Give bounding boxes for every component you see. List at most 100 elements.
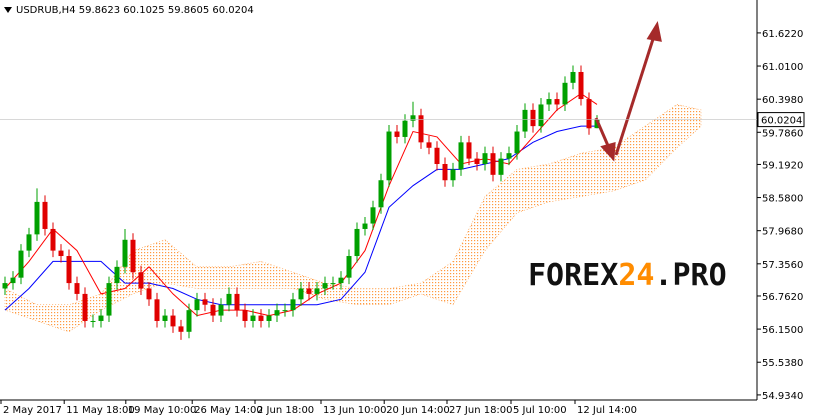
candle-body	[42, 201, 48, 229]
y-tick-label: 55.5380	[762, 358, 803, 369]
y-tick-label: 57.9680	[762, 227, 803, 238]
candle-body	[18, 250, 24, 278]
candle-body	[386, 131, 392, 181]
candle-body	[186, 310, 192, 332]
candle-body	[482, 153, 488, 165]
candle-body	[298, 288, 304, 300]
kijun-line	[4, 125, 597, 311]
y-tick-label: 61.6220	[762, 29, 803, 40]
y-tick-label: 56.1500	[762, 325, 803, 336]
candle-body	[394, 131, 400, 137]
candle-body	[370, 207, 376, 224]
candle-body	[50, 228, 56, 251]
arrow-head	[600, 141, 616, 162]
watermark: FOREX24.PRO	[528, 258, 727, 293]
y-tick-label: 59.7860	[762, 128, 803, 139]
arrow-down	[594, 117, 611, 149]
x-tick-label: 2 May 2017	[3, 405, 62, 416]
candle-body	[58, 250, 64, 257]
x-tick-label: 11 May 18:00	[66, 405, 135, 416]
candle-body	[458, 142, 464, 170]
candle-body	[530, 109, 536, 127]
candle-body	[338, 277, 344, 284]
x-tick-label: 20 Jun 14:00	[386, 405, 450, 416]
x-tick-label: 2 Jun 18:00	[257, 405, 314, 416]
y-tick-label: 59.1920	[762, 160, 803, 171]
candle-body	[362, 223, 368, 229]
candle-body	[354, 228, 360, 257]
candle-body	[474, 158, 480, 165]
candle-body	[586, 99, 592, 129]
candle-body	[34, 201, 40, 235]
y-tick-label: 58.5800	[762, 194, 803, 205]
candle-body	[194, 299, 200, 311]
candle-body	[106, 283, 112, 316]
candle-body	[114, 266, 120, 284]
candle-body	[234, 293, 240, 311]
candle-body	[426, 142, 432, 148]
candle-body	[506, 153, 512, 159]
candle-body	[226, 293, 232, 305]
candle-body	[258, 315, 264, 321]
candle-body	[66, 256, 72, 284]
candle-body	[146, 288, 152, 300]
candle-body	[210, 304, 216, 316]
candle-body	[266, 315, 272, 321]
candle-body	[242, 310, 248, 321]
candle-body	[290, 299, 296, 311]
candle-body	[498, 158, 504, 175]
x-tick-label: 27 Jun 18:00	[449, 405, 513, 416]
candle-body	[314, 288, 320, 294]
forecast-arrows	[594, 20, 662, 162]
candle-body	[74, 283, 80, 294]
candle-body	[154, 299, 160, 321]
candle-body	[138, 272, 144, 289]
candle-body	[170, 315, 176, 327]
x-tick-label: 13 Jun 10:00	[323, 405, 387, 416]
candle-body	[514, 131, 520, 154]
candle-body	[578, 71, 584, 100]
candle-body	[322, 283, 328, 289]
candle-body	[218, 304, 224, 316]
candle-body	[26, 234, 32, 251]
y-tick-label: 54.9340	[762, 391, 803, 402]
candle-body	[434, 147, 440, 165]
candle-body	[554, 99, 560, 105]
arrow-head	[646, 20, 662, 42]
ichimoku-cloud	[4, 104, 702, 333]
candle-body	[98, 315, 104, 321]
x-tick-label: 12 Jul 14:00	[577, 405, 637, 416]
candle-body	[378, 180, 384, 208]
current-price-box	[757, 112, 805, 128]
y-tick-label: 56.7620	[762, 292, 803, 303]
candle-body	[82, 293, 88, 321]
candle-body	[2, 283, 8, 289]
candle-body	[10, 277, 16, 284]
current-price-label: 60.0204	[761, 116, 802, 127]
candle-body	[418, 115, 424, 143]
x-tick-label: 5 Jul 10:00	[513, 405, 567, 416]
candle-body	[450, 169, 456, 181]
candle-body	[538, 104, 544, 127]
candle-body	[570, 71, 576, 83]
candle-body	[490, 153, 496, 175]
candle-body	[122, 239, 128, 267]
candle-body	[130, 239, 136, 273]
header-icon	[4, 7, 12, 13]
candle-body	[442, 164, 448, 181]
arrow-up	[614, 35, 656, 156]
candle-body	[274, 310, 280, 316]
y-tick-label: 61.0100	[762, 62, 803, 73]
tenkan-line	[4, 93, 598, 317]
candle-body	[330, 283, 336, 285]
candle-body	[202, 299, 208, 305]
candle-body	[410, 115, 416, 121]
candle-body	[282, 310, 288, 312]
candle-body	[178, 326, 184, 332]
candle-body	[402, 120, 408, 137]
header: USDRUB,H4 59.8623 60.1025 59.8605 60.020…	[4, 5, 254, 16]
candle-body	[522, 109, 528, 132]
y-tick-label: 57.3560	[762, 260, 803, 271]
